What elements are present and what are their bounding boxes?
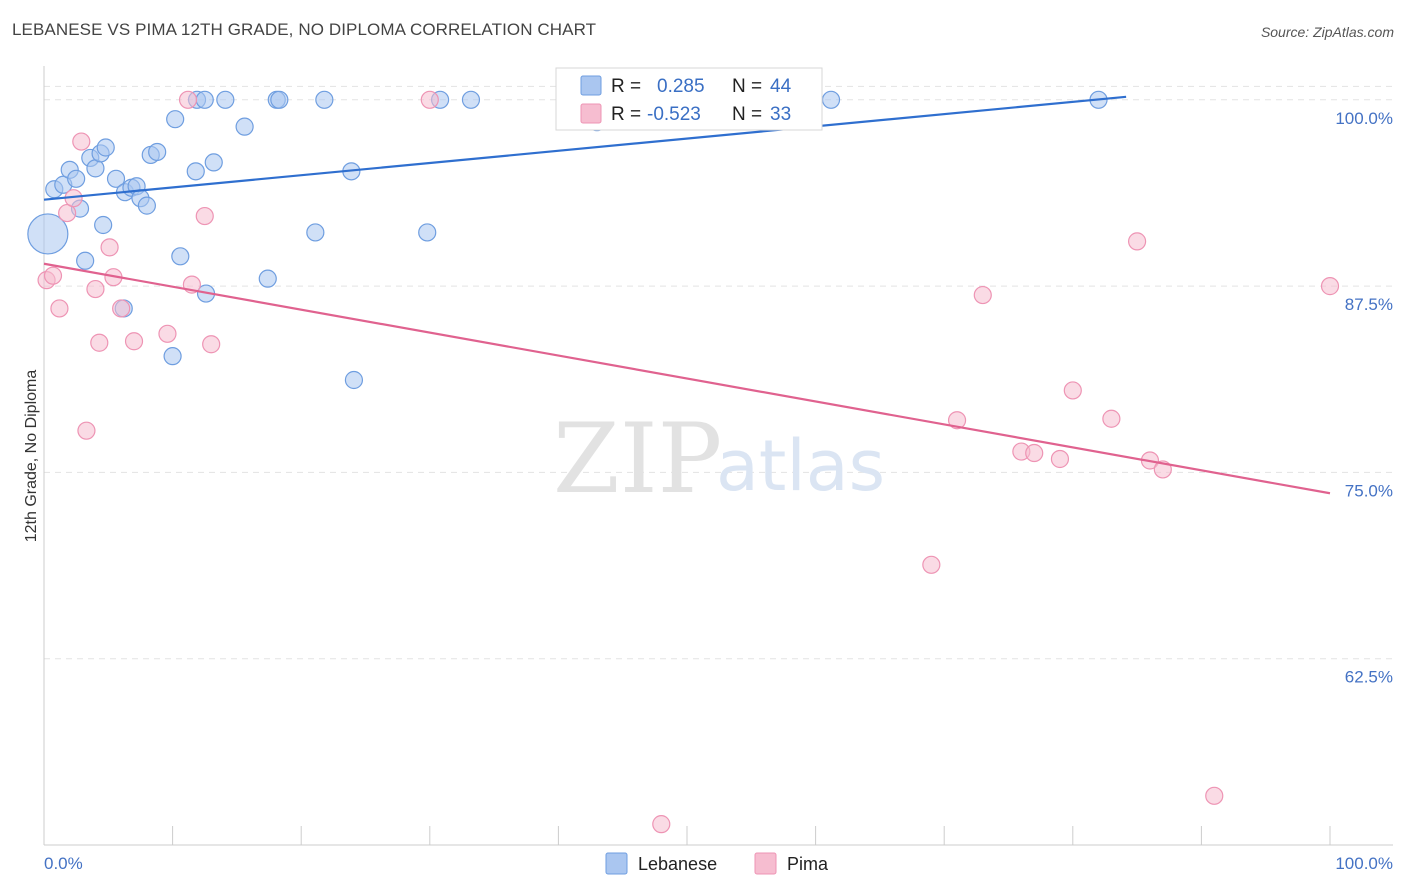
pima-point — [158, 324, 177, 343]
y-tick-label: 62.5% — [1345, 668, 1393, 687]
lebanese-point — [163, 347, 182, 366]
pima-point — [86, 279, 105, 299]
legend-n-label-1: N = — [732, 76, 762, 97]
lebanese-point — [148, 142, 167, 162]
lebanese-point — [258, 269, 277, 288]
x-tick-label-max: 100.0% — [1335, 854, 1393, 873]
lebanese-point — [76, 251, 95, 270]
legend-r-label-2: R = — [611, 104, 641, 125]
pima-point — [973, 285, 992, 305]
lebanese-point — [216, 90, 235, 109]
lebanese-point — [94, 215, 113, 235]
trend-layer — [43, 95, 1331, 495]
lebanese-point — [67, 169, 86, 188]
chart-title: LEBANESE VS PIMA 12TH GRADE, NO DIPLOMA … — [12, 20, 597, 39]
watermark-zip: ZIP — [553, 403, 722, 515]
lebanese-point — [171, 247, 190, 266]
pima-point — [202, 335, 221, 354]
y-tick-labels: 62.5% 75.0% 87.5% 100.0% — [1335, 109, 1393, 687]
watermark: ZIP atlas — [553, 403, 885, 515]
lebanese-point — [96, 138, 115, 157]
series-legend: Lebanese Pima — [605, 852, 829, 875]
legend-swatch-pima — [580, 103, 602, 124]
pima-point — [1025, 443, 1044, 463]
lebanese-point — [204, 153, 223, 172]
legend-swatch-lebanese — [580, 75, 602, 96]
pima-trend-line — [43, 262, 1331, 495]
lebanese-point — [315, 90, 334, 109]
lebanese-point — [821, 90, 841, 109]
series-legend-swatch-pima — [754, 852, 777, 875]
legend-r-value-1: 0.285 — [657, 76, 705, 97]
axis-layer — [43, 66, 1393, 846]
y-axis-title: 12th Grade, No Diploma — [23, 370, 40, 543]
pima-point — [420, 90, 439, 109]
legend-n-value-1: 44 — [770, 76, 792, 97]
pima-point — [77, 421, 96, 440]
legend-r-label-1: R = — [611, 76, 641, 97]
grid-layer — [44, 85, 1393, 660]
pima-point — [1102, 409, 1121, 428]
pima-point — [1050, 449, 1070, 469]
pima-point — [195, 206, 214, 226]
watermark-atlas: atlas — [716, 425, 885, 507]
legend-n-label-2: N = — [732, 104, 762, 125]
y-tick-label: 100.0% — [1335, 109, 1393, 128]
lebanese-point — [461, 90, 481, 109]
pima-point — [124, 332, 144, 351]
lebanese-point — [106, 169, 126, 188]
pima-point — [922, 555, 941, 574]
lebanese-trend-line — [43, 95, 1127, 201]
lebanese-point — [186, 162, 205, 181]
pima-point — [43, 266, 63, 285]
legend-n-value-2: 33 — [770, 104, 791, 125]
source-label: Source: ZipAtlas.com — [1260, 24, 1394, 40]
lebanese-point — [270, 90, 289, 109]
lebanese-point — [306, 223, 325, 242]
x-tick-label-min: 0.0% — [44, 854, 83, 873]
pima-point — [72, 132, 91, 151]
lebanese-point — [195, 90, 214, 109]
pima-point — [1063, 381, 1082, 400]
pima-point — [178, 90, 198, 109]
series-legend-label-pima: Pima — [787, 854, 829, 874]
correlation-legend: R = 0.285 N = 44 R = -0.523 N = 33 — [555, 67, 823, 131]
series-legend-label-lebanese: Lebanese — [638, 854, 717, 874]
series-legend-swatch-lebanese — [605, 852, 628, 875]
lebanese-point — [235, 117, 254, 136]
pima-point — [90, 333, 109, 352]
y-tick-label: 87.5% — [1345, 295, 1393, 314]
lebanese-point — [166, 110, 185, 129]
pima-point — [1320, 277, 1340, 296]
points-layer — [27, 90, 1340, 834]
lebanese-point — [418, 223, 437, 242]
lebanese-point — [137, 196, 156, 215]
pima-point — [112, 299, 131, 318]
pima-point — [652, 815, 671, 834]
y-tick-label: 75.0% — [1345, 481, 1393, 500]
pima-point — [50, 299, 69, 318]
pima-point — [100, 238, 119, 257]
lebanese-point — [27, 213, 69, 255]
pima-point — [1205, 786, 1224, 805]
lebanese-point — [344, 370, 364, 390]
pima-point — [947, 411, 967, 430]
legend-r-value-2: -0.523 — [647, 104, 701, 125]
pima-point — [1127, 232, 1147, 251]
